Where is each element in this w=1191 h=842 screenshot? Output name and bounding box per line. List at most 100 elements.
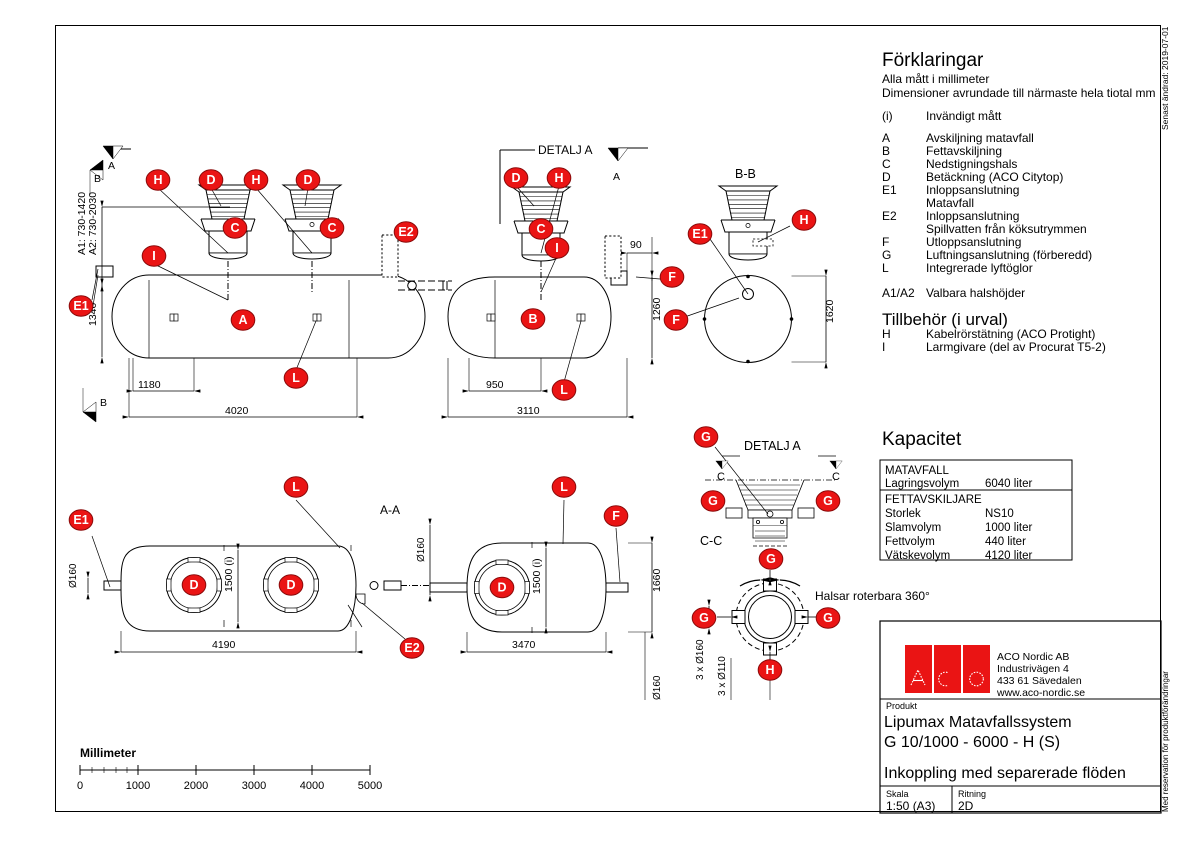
svg-text:Kabelrörstätning (ACO Protight: Kabelrörstätning (ACO Protight) [926,327,1095,341]
svg-text:D: D [286,578,295,592]
svg-text:www.aco-nordic.se: www.aco-nordic.se [996,687,1085,699]
svg-text:A1/A2: A1/A2 [882,286,915,300]
svg-text:F: F [882,235,889,249]
svg-text:A: A [613,171,620,183]
svg-text:B: B [100,397,107,409]
svg-text:L: L [292,480,300,494]
svg-text:H: H [765,663,774,677]
svg-text:E2: E2 [404,641,419,655]
svg-text:1180: 1180 [138,379,161,391]
svg-text:Halsar roterbara 360°: Halsar roterbara 360° [815,589,930,603]
svg-text:6040 liter: 6040 liter [985,478,1032,490]
svg-text:Storlek: Storlek [885,508,921,520]
svg-text:E1: E1 [73,299,88,313]
svg-text:Produkt: Produkt [886,701,918,711]
svg-text:G: G [823,611,833,625]
svg-text:Invändigt mått: Invändigt mått [926,109,1002,123]
svg-text:H: H [554,171,563,185]
svg-text:5000: 5000 [358,780,382,792]
svg-text:C: C [327,221,336,235]
svg-text:A: A [238,313,247,327]
svg-text:A: A [108,160,115,172]
svg-text:FETTAVSKILJARE: FETTAVSKILJARE [885,494,982,506]
svg-text:B: B [94,173,101,185]
svg-text:H: H [799,213,808,227]
svg-text:Inloppsanslutning: Inloppsanslutning [926,209,1019,223]
svg-text:C: C [717,471,725,483]
svg-text:Industrivägen 4: Industrivägen 4 [997,663,1069,675]
svg-text:D: D [206,173,215,187]
svg-text:C: C [536,222,545,236]
svg-text:Med reservation för produktför: Med reservation för produktförändringar [1161,671,1170,812]
svg-text:Millimeter: Millimeter [80,746,136,760]
svg-text:1500 (i): 1500 (i) [223,556,235,592]
svg-text:90: 90 [630,239,642,251]
svg-text:4000: 4000 [300,780,324,792]
svg-text:L: L [292,371,300,385]
svg-text:Utloppsanslutning: Utloppsanslutning [926,235,1021,249]
svg-text:D: D [511,171,520,185]
svg-text:3470: 3470 [512,639,536,651]
svg-text:3000: 3000 [242,780,266,792]
svg-text:Förklaringar: Förklaringar [882,50,984,71]
svg-text:DETALJ A: DETALJ A [744,439,801,453]
svg-text:L: L [560,383,568,397]
svg-text:Dimensioner avrundade till när: Dimensioner avrundade till närmaste hela… [882,86,1155,100]
svg-text:G: G [708,494,718,508]
svg-text:L: L [560,480,568,494]
svg-text:Valbara halshöjder: Valbara halshöjder [926,286,1025,300]
svg-text:Avskiljning matavfall: Avskiljning matavfall [926,131,1034,145]
svg-text:1:50 (A3): 1:50 (A3) [886,799,935,813]
svg-text:4190: 4190 [212,639,236,651]
svg-text:G: G [699,611,709,625]
svg-text:1500 (i): 1500 (i) [531,558,543,594]
svg-text:Ø160: Ø160 [68,563,79,588]
svg-text:G: G [766,552,776,566]
svg-text:1000 liter: 1000 liter [985,522,1032,534]
svg-text:G: G [823,494,833,508]
svg-text:H: H [882,327,891,341]
svg-text:F: F [668,270,676,284]
svg-text:Nedstigningshals: Nedstigningshals [926,157,1017,171]
svg-text:MATAVFALL: MATAVFALL [885,465,950,477]
svg-text:D: D [189,578,198,592]
svg-text:C-C: C-C [700,534,722,548]
svg-text:Lagringsvolym: Lagringsvolym [885,478,959,490]
svg-text:E2: E2 [882,209,897,223]
svg-text:4120 liter: 4120 liter [985,550,1032,562]
svg-text:C: C [230,221,239,235]
svg-text:Matavfall: Matavfall [926,196,974,210]
svg-text:Vätskevolym: Vätskevolym [885,550,950,562]
svg-text:Ritning: Ritning [958,789,986,799]
svg-text:3 x Ø160: 3 x Ø160 [695,639,706,680]
svg-text:G: G [701,430,711,444]
svg-text:A2: 730-2030: A2: 730-2030 [87,192,99,255]
svg-text:1260: 1260 [651,297,663,321]
svg-text:2000: 2000 [184,780,208,792]
svg-text:E1: E1 [73,513,88,527]
svg-text:ACO Nordic AB: ACO Nordic AB [997,651,1069,663]
svg-text:E1: E1 [882,183,897,197]
svg-text:Alla mått i millimeter: Alla mått i millimeter [882,72,989,86]
svg-text:G 10/1000 - 6000 - H (S): G 10/1000 - 6000 - H (S) [884,734,1060,751]
svg-text:4020: 4020 [225,405,249,417]
svg-text:Inloppsanslutning: Inloppsanslutning [926,183,1019,197]
svg-text:C: C [882,157,891,171]
svg-text:Luftningsanslutning (förberedd: Luftningsanslutning (förberedd) [926,248,1092,262]
svg-text:E2: E2 [398,225,413,239]
svg-text:Ø160: Ø160 [652,675,663,700]
svg-text:Integrerade lyftöglor: Integrerade lyftöglor [926,261,1033,275]
svg-text:F: F [612,509,620,523]
svg-text:(i): (i) [882,109,893,123]
svg-text:Slamvolym: Slamvolym [885,522,941,534]
svg-text:I: I [882,340,885,354]
svg-text:H: H [153,173,162,187]
svg-text:Inkoppling med separerade flöd: Inkoppling med separerade flöden [884,765,1126,782]
svg-text:1660: 1660 [651,568,663,592]
svg-text:3 x Ø110: 3 x Ø110 [717,656,728,696]
svg-text:Senast ändrad: 2019-07-01: Senast ändrad: 2019-07-01 [1160,26,1170,130]
svg-text:Fettavskiljning: Fettavskiljning [926,144,1002,158]
svg-text:DETALJ A: DETALJ A [538,143,592,157]
svg-text:A-A: A-A [380,503,400,517]
svg-text:Fettvolym: Fettvolym [885,536,935,548]
